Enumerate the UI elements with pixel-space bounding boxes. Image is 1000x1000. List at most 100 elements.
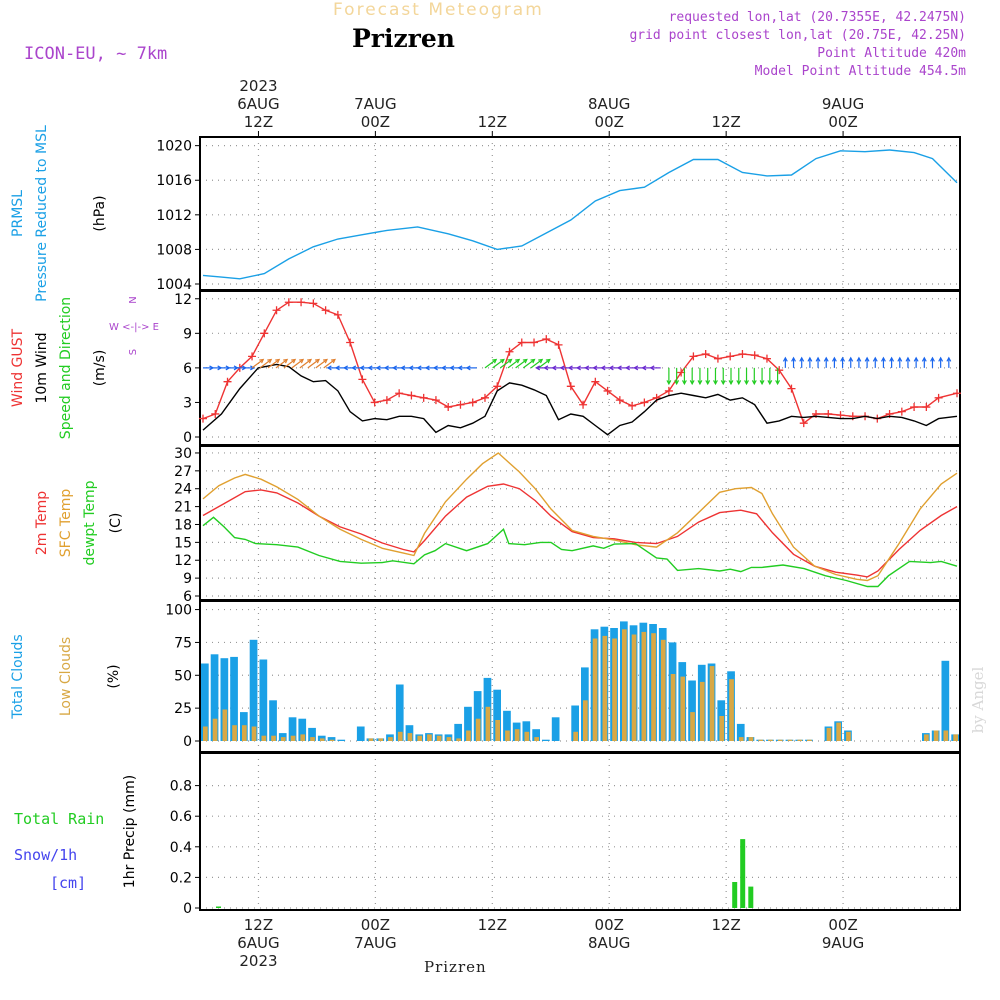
wind-arrowhead: [616, 365, 622, 371]
rain-bar: [748, 886, 754, 908]
wind-arrowhead: [666, 380, 672, 386]
gust-marker: [799, 419, 808, 428]
y-tick-label: 0: [183, 734, 192, 750]
gust-marker: [542, 335, 551, 344]
wind-arrowhead: [391, 365, 398, 371]
low-bar: [612, 638, 617, 741]
low-bar: [397, 731, 403, 741]
axis-label: SFC Temp: [58, 489, 74, 558]
gust-marker: [358, 375, 367, 384]
wind-arrowhead: [250, 365, 256, 371]
wind-arrowhead: [575, 365, 581, 371]
gust-marker: [897, 407, 906, 416]
wind-arrow: [492, 359, 505, 369]
wind-arrowhead: [681, 380, 687, 386]
compass-s: S: [128, 349, 139, 355]
low-bar: [466, 730, 471, 741]
wind-arrowhead: [767, 380, 773, 386]
gust-marker: [953, 389, 961, 398]
gust-marker: [591, 377, 600, 386]
gust-marker: [199, 414, 207, 423]
total-bar: [298, 718, 307, 741]
time-label-top: 00Z: [361, 113, 390, 131]
wind-arrowhead: [267, 358, 273, 364]
wind-arrowhead: [465, 365, 471, 371]
gust-marker: [346, 338, 355, 347]
wind-arrowhead: [535, 365, 541, 371]
total-bar: [493, 689, 501, 741]
model-label: ICON-EU, ~ 7km: [24, 44, 168, 64]
wind-arrowhead: [823, 356, 829, 362]
low-bar: [436, 735, 442, 741]
time-label-bottom: 2023: [239, 952, 277, 970]
axis-label: Pressure Reduced to MSL: [34, 125, 50, 302]
axis-label: 1hr Precip (mm): [122, 775, 138, 888]
total-bar: [317, 735, 326, 741]
gust-marker: [664, 386, 673, 395]
wind-arrowhead: [522, 358, 528, 364]
wind-arrow: [283, 359, 296, 369]
y-tick-label: 0.4: [170, 840, 192, 856]
low-bar: [232, 725, 237, 741]
axis-label: Low Clouds: [58, 637, 74, 716]
low-bar: [505, 730, 510, 741]
low-bar: [660, 639, 666, 741]
gust-marker: [738, 350, 747, 359]
total-bar: [259, 659, 268, 741]
total-bar: [249, 639, 258, 741]
footer-location: Prizren: [424, 958, 487, 976]
y-tick-label: 15: [174, 535, 192, 551]
low-bar: [534, 737, 539, 741]
y-tick-label: 75: [174, 635, 192, 651]
low-bar: [680, 676, 686, 741]
axis-label: 10m Wind: [34, 332, 50, 403]
wind-arrowhead: [624, 365, 630, 371]
location-title: Prizren: [352, 24, 455, 53]
wind-arrowhead: [543, 365, 549, 371]
time-label-top: 9AUG: [822, 95, 864, 113]
wind-arrowhead: [697, 380, 703, 386]
wind-arrowhead: [592, 365, 598, 371]
low-bar: [826, 727, 832, 741]
y-tick-label: 0: [183, 430, 192, 446]
gust-marker: [713, 354, 722, 363]
low-bar: [212, 718, 218, 741]
axis-label: (m/s): [92, 350, 108, 387]
low-bar: [417, 735, 423, 741]
y-tick-label: 9: [183, 326, 192, 342]
low-bar: [573, 731, 578, 741]
low-bar: [699, 681, 705, 741]
gust-marker: [566, 382, 575, 391]
low-bar: [807, 739, 812, 741]
time-label-bottom: 12Z: [711, 916, 740, 934]
wind-arrowhead: [815, 356, 821, 362]
wind-arrowhead: [330, 358, 336, 364]
low-bar: [933, 730, 939, 741]
axis-label: (hPa): [92, 195, 108, 231]
wind-arrowhead: [848, 356, 854, 362]
time-label-bottom: 00Z: [828, 916, 857, 934]
wind-arrowhead: [775, 380, 781, 386]
rain-bar: [216, 906, 221, 908]
time-label-top: 12Z: [711, 113, 740, 131]
wind-arrowhead: [782, 356, 788, 362]
gust-marker: [579, 400, 588, 409]
low-bar: [602, 635, 608, 741]
wind-arrowhead: [744, 380, 749, 386]
wind-arrow: [507, 359, 520, 369]
y-tick-label: 1012: [156, 208, 192, 224]
prmsl-line: [202, 149, 958, 280]
wind-arrowhead: [872, 356, 878, 362]
wind-arrowhead: [307, 358, 313, 364]
wind-arrowhead: [291, 358, 297, 364]
wind-arrowhead: [334, 365, 340, 371]
low-bar: [670, 674, 676, 741]
time-label-top: 00Z: [828, 113, 857, 131]
rain-label: Total Rain: [14, 810, 104, 828]
y-tick-label: 1016: [156, 173, 192, 189]
axis-label: Speed and Direction: [58, 297, 74, 439]
wind-arrowhead: [799, 356, 805, 362]
y-tick-label: 1020: [156, 139, 192, 155]
low-bar: [251, 726, 257, 741]
wind-arrow: [538, 359, 551, 369]
